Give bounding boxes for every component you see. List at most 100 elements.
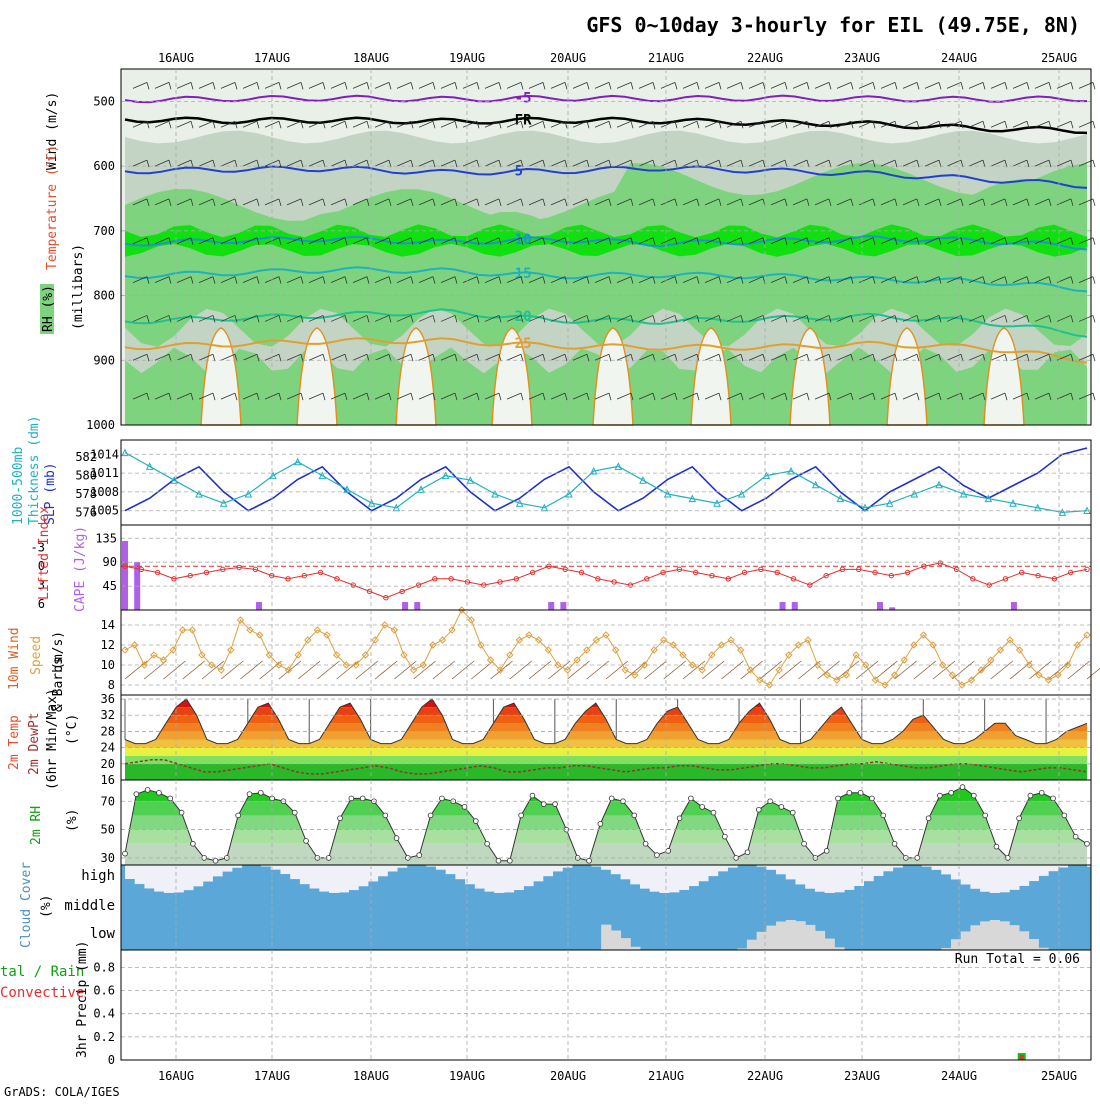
wind10m-barb (356, 661, 378, 679)
cloud-high-gap (193, 865, 203, 886)
rh2m-marker (304, 839, 309, 844)
ylabel-cape: CAPE (J/kg) (73, 526, 88, 612)
ylabel-convective: Convective (0, 985, 84, 1001)
date-label-top: 23AUG (844, 51, 880, 65)
y-tick-wind: 14 (101, 618, 115, 632)
cloud-high-gap (1038, 865, 1048, 876)
cloud-high-gap (1000, 865, 1010, 892)
cape-bar (560, 602, 566, 610)
cloud-high-gap (1029, 865, 1039, 881)
rh2m-marker (462, 805, 467, 810)
ylabel-dewpt: 2m DewPt (27, 712, 42, 775)
date-label-bottom: 22AUG (747, 1069, 783, 1083)
wind10m-barb (721, 661, 743, 679)
rh2m-marker (700, 805, 705, 810)
cloud-high-gap (446, 865, 456, 874)
rh2m-marker (123, 851, 128, 856)
wind10m-barb (644, 661, 666, 679)
y-tick-pressure: 900 (93, 353, 115, 367)
li-line (125, 563, 1087, 598)
rh2m-marker (960, 785, 965, 790)
cloud-low-gap (747, 940, 757, 950)
cloud-low-gap (766, 926, 776, 950)
y-tick-pressure: 500 (93, 94, 115, 108)
precip-bar-convective (1020, 1055, 1024, 1060)
cloud-low-gap (980, 921, 990, 950)
cloud-high-gap (640, 865, 650, 889)
cloud-high-gap (659, 865, 669, 893)
date-label-bottom: 21AUG (648, 1069, 684, 1083)
cloud-high-gap (348, 865, 358, 890)
y-tick-cape: 135 (95, 531, 117, 545)
rh2m-marker (802, 841, 807, 846)
wind10m-barb (664, 661, 686, 679)
date-label-top: 17AUG (254, 51, 290, 65)
cloud-high-gap (543, 865, 553, 876)
date-label-bottom: 23AUG (844, 1069, 880, 1083)
date-label-top: 18AUG (353, 51, 389, 65)
wind10m-barb (952, 661, 974, 679)
cloud-low-gap (611, 930, 621, 950)
cloud-low-gap (825, 939, 835, 950)
cloud-high-gap (368, 865, 378, 881)
y-tick-precip: 0.6 (93, 984, 115, 998)
ylabel-degc: (°C) (65, 714, 80, 745)
contour-label: -5 (515, 90, 532, 106)
wind-barb-flag (1093, 199, 1095, 206)
cape-bar (792, 602, 798, 610)
rh2m-band (121, 815, 1091, 829)
panel-frame (121, 950, 1091, 1060)
rh2m-marker (971, 793, 976, 798)
wind10m-barb (375, 661, 397, 679)
wind10m-barb (991, 661, 1013, 679)
cloud-high-gap (650, 865, 660, 892)
contour-label: 25 (515, 336, 532, 352)
thickness-line (125, 453, 1087, 513)
rh2m-marker (428, 813, 433, 818)
rh2m-band (121, 844, 1091, 865)
wind10m-barb (741, 661, 763, 679)
rh2m-marker (881, 813, 886, 818)
y-tick-temp: 16 (101, 773, 115, 787)
cloud-high-gap (183, 865, 193, 890)
cloud-high-gap (212, 865, 222, 876)
date-label-top: 16AUG (158, 51, 194, 65)
cloud-low-gap (795, 921, 805, 950)
cloud-high-gap (1048, 865, 1058, 871)
y-tick-rh2m: 30 (101, 851, 115, 865)
rh2m-marker (349, 796, 354, 801)
cloud-high-gap (854, 865, 864, 886)
wind-barb-flag (1093, 121, 1095, 128)
rh2m-marker (756, 807, 761, 812)
cloud-high-gap (786, 865, 796, 879)
rh2m-marker (892, 841, 897, 846)
y-tick-precip: 0 (108, 1053, 115, 1067)
y-tick-pressure: 1000 (86, 418, 115, 432)
rh2m-marker (847, 790, 852, 795)
y-tick-precip: 0.8 (93, 960, 115, 974)
cloud-high-gap (436, 865, 446, 870)
y-tick-precip: 0.4 (93, 1007, 115, 1021)
temp-fill-group (121, 695, 1091, 780)
temp-band (121, 707, 1091, 715)
rh2m-marker (722, 834, 727, 839)
cloud-low-gap (621, 938, 631, 950)
rh2m-marker (632, 813, 637, 818)
rh2m-marker (247, 792, 252, 797)
rh2m-marker (779, 805, 784, 810)
cloud-high-gap (883, 865, 893, 871)
temp-band (121, 723, 1091, 731)
date-label-bottom: 24AUG (941, 1069, 977, 1083)
panel-frame (121, 610, 1091, 695)
rh2m-marker (1051, 796, 1056, 801)
cloud-high-gap (669, 865, 679, 892)
cloud-high-gap (1009, 865, 1019, 890)
run-total-label: Run Total = 0.06 (955, 952, 1080, 967)
date-label-bottom: 20AUG (550, 1069, 586, 1083)
rh2m-marker (1039, 790, 1044, 795)
wind10m-barb (163, 661, 185, 679)
y-tick-temp: 36 (101, 692, 115, 706)
ylabel-thickness-1: 1000-500mb (11, 447, 26, 525)
rh2m-marker (496, 858, 501, 863)
wind-barb-flag (1093, 393, 1095, 400)
